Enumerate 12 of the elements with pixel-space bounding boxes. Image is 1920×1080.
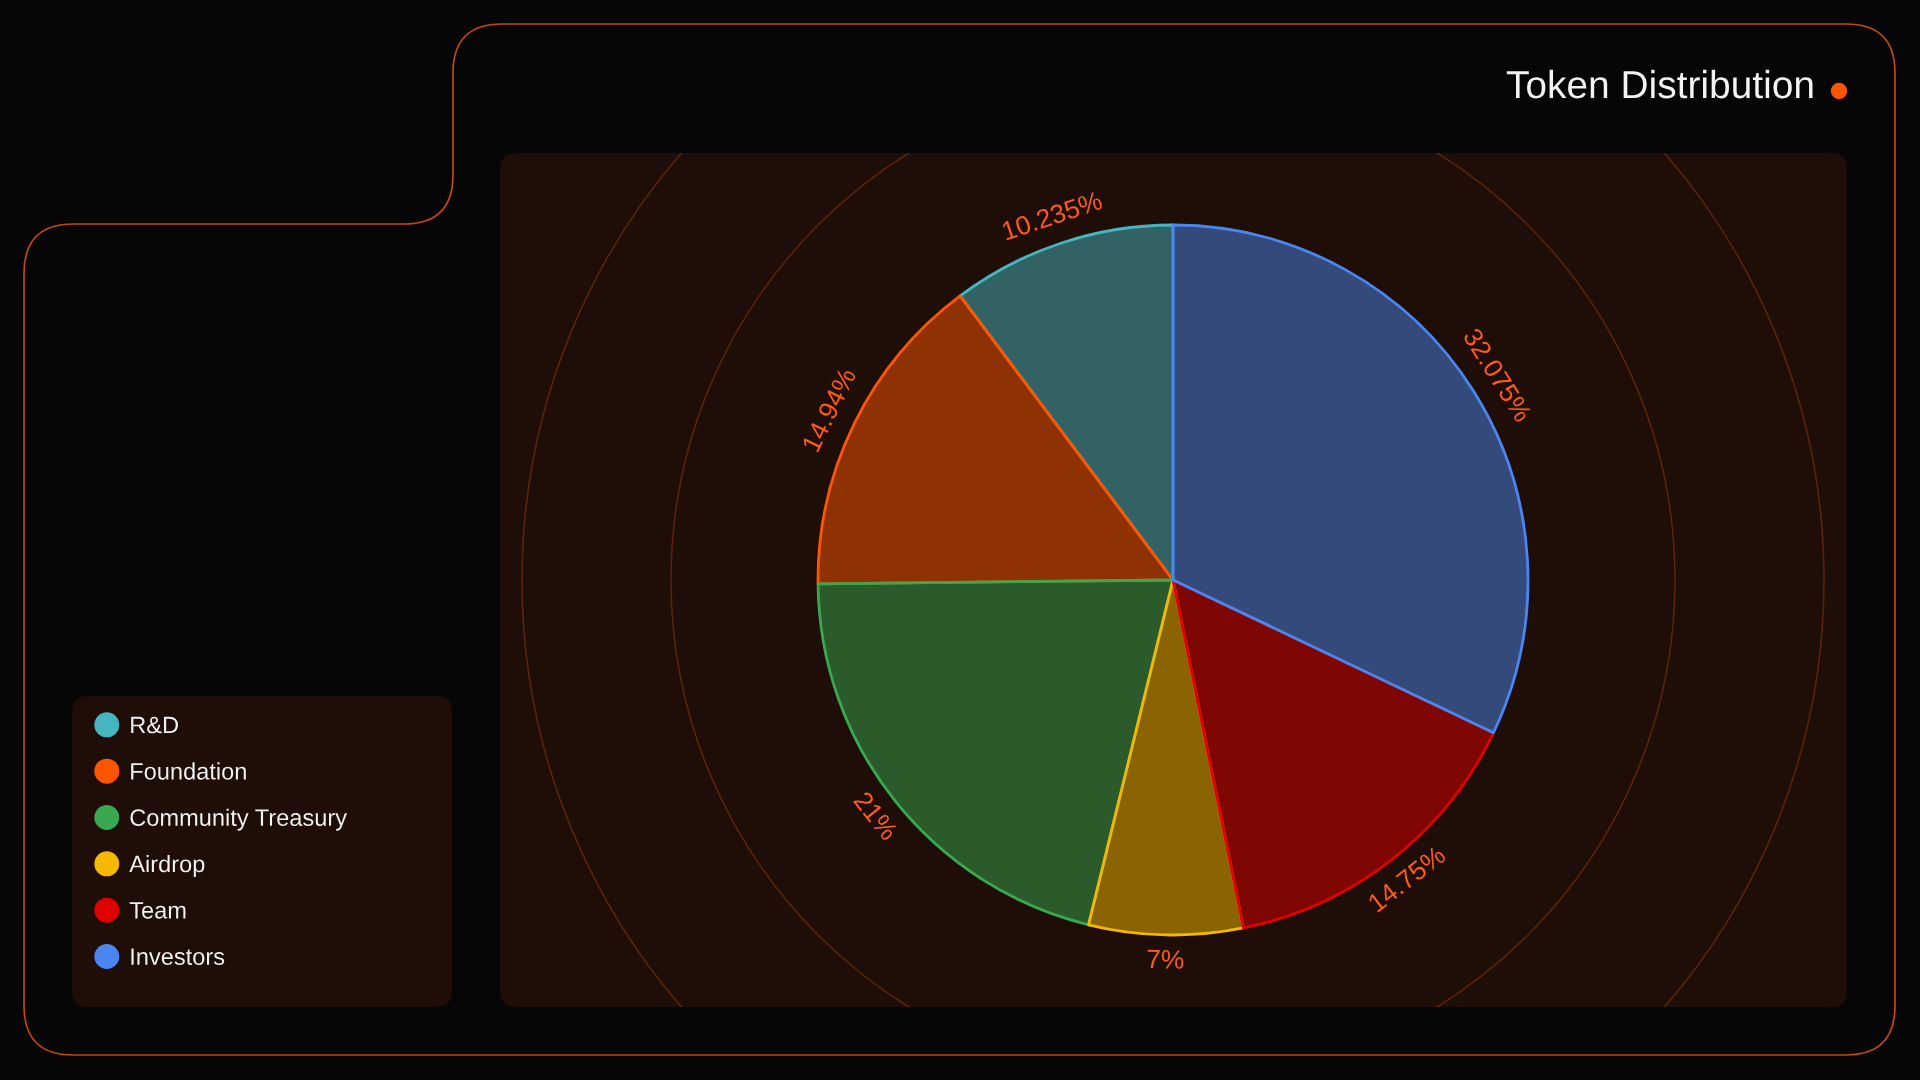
- text: Token Distribution: [1506, 69, 1813, 99]
- legend-label: Investors: [131, 948, 225, 965]
- legend-label: Community Treasury: [130, 808, 347, 831]
- pie-slice: [1171, 578, 1495, 930]
- pie-slice: [1087, 578, 1245, 937]
- legend-label: R&D: [131, 716, 178, 734]
- legend-label: Foundation: [131, 762, 246, 780]
- legend-label: Team: [129, 902, 186, 919]
- data-label: 7%: [1147, 949, 1184, 969]
- legend-label: Airdrop: [129, 854, 205, 877]
- pie-slice: [1171, 223, 1530, 735]
- pie-slice: [816, 578, 1175, 927]
